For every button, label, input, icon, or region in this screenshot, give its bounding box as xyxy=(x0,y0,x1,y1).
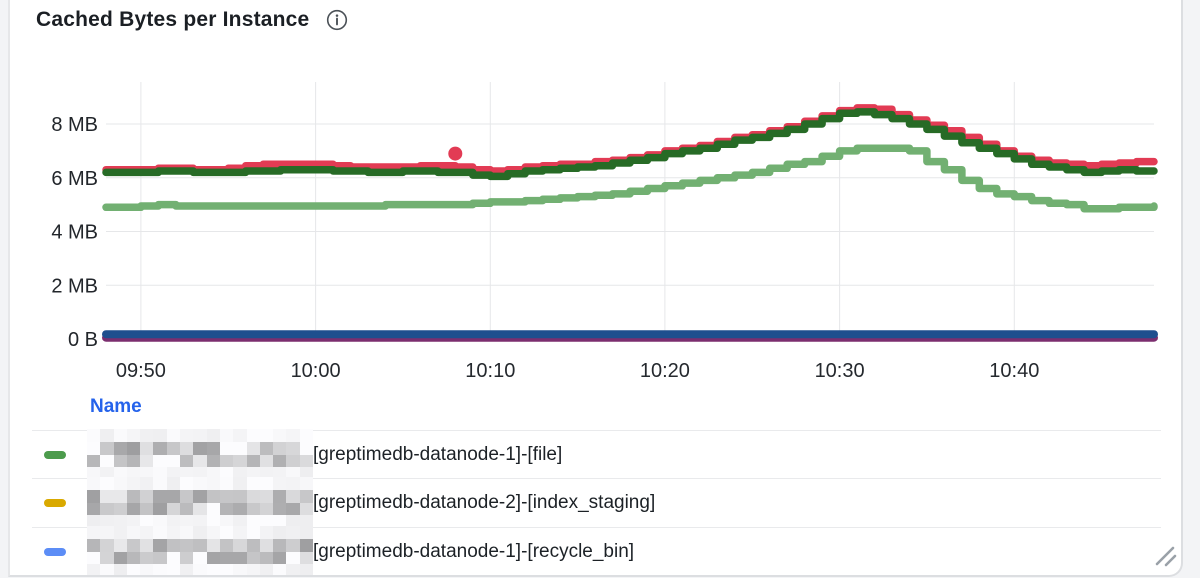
y-axis-tick-label: 0 B xyxy=(68,329,98,351)
legend-label[interactable]: [greptimedb-datanode-1]-[recycle_bin] xyxy=(313,541,635,562)
redacted-text-mosaic xyxy=(87,526,313,575)
outlier-dot[interactable] xyxy=(448,146,463,161)
legend-divider xyxy=(32,527,1161,528)
legend-row[interactable]: [greptimedb-datanode-1]-[recycle_bin] xyxy=(10,526,1181,575)
legend-row[interactable]: [greptimedb-datanode-1]-[file] xyxy=(10,429,1181,480)
x-axis-tick-label: 10:00 xyxy=(291,360,341,382)
x-axis-tick-label: 10:10 xyxy=(465,360,515,382)
y-axis-tick-label: 8 MB xyxy=(51,114,98,136)
x-axis-tick-label: 10:40 xyxy=(989,360,1039,382)
legend-label[interactable]: [greptimedb-datanode-1]-[file] xyxy=(313,444,563,465)
legend-column-name[interactable]: Name xyxy=(90,396,142,417)
legend-label[interactable]: [greptimedb-datanode-2]-[index_staging] xyxy=(313,492,656,513)
x-axis-tick-label: 10:30 xyxy=(815,360,865,382)
x-axis-tick-label: 09:50 xyxy=(116,360,166,382)
redacted-text-mosaic xyxy=(87,477,313,528)
series-color-swatch[interactable] xyxy=(44,451,66,459)
series-line-unlabeled-light-green[interactable] xyxy=(102,144,1158,213)
legend-divider xyxy=(32,478,1161,479)
series-line-unlabeled-dark-green[interactable] xyxy=(102,108,1158,181)
panel-header: Cached Bytes per Instance xyxy=(36,5,349,35)
y-axis-tick-label: 4 MB xyxy=(51,222,98,244)
y-axis-tick-label: 6 MB xyxy=(51,168,98,190)
info-icon[interactable] xyxy=(325,8,349,32)
chart-canvas[interactable]: 8 MB 6 MB 4 MB 2 MB 0 B 09:50 10:00 10:10 10:20 1… xyxy=(10,0,1183,398)
legend-row[interactable]: [greptimedb-datanode-2]-[index_staging] xyxy=(10,477,1181,528)
y-axis-tick-label: 2 MB xyxy=(51,275,98,297)
x-axis-tick-label: 10:20 xyxy=(640,360,690,382)
redacted-text-mosaic xyxy=(87,429,313,480)
panel-card: Cached Bytes per Instance 8 MB 6 MB 4 MB 2 … xyxy=(8,0,1183,577)
legend-divider xyxy=(32,430,1161,431)
series-color-swatch[interactable] xyxy=(44,499,66,507)
series-color-swatch[interactable] xyxy=(44,548,66,556)
resize-handle-icon[interactable] xyxy=(1152,542,1178,573)
panel-title: Cached Bytes per Instance xyxy=(36,8,310,31)
